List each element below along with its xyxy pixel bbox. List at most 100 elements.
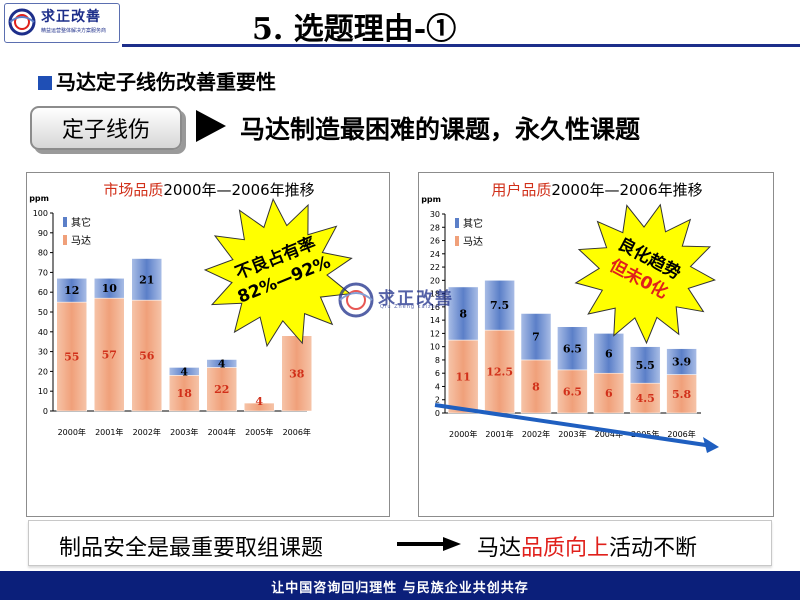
bar-motor [56,301,87,412]
logo-ring-icon [8,8,36,36]
long-arrow-right-icon [397,537,461,551]
headline: 马达制造最困难的课题，永久性课题 [240,115,641,144]
bar-label-other: 21 [139,273,154,286]
bar-other [666,348,697,375]
chart-title-rest: 2000年—2006年推移 [551,181,702,199]
bar-other [593,333,625,374]
bar-motor [520,359,552,414]
legend-label-other: 其它 [71,216,91,229]
callout-burst [574,203,716,345]
y-tick-label: 50 [38,308,48,317]
y-tick-label: 10 [430,343,440,352]
y-tick-label: 4 [435,382,440,391]
bar-label-motor: 11 [456,371,471,384]
bar-motor [169,375,200,412]
x-tick-label: 2002年 [133,427,161,437]
bar-other [56,278,87,303]
bar-label-other: 4 [218,357,226,370]
play-arrow-icon [196,110,226,142]
logo-name: 求正改善 [41,9,101,25]
x-tick-label: 2005年 [245,427,273,437]
bar-label-other: 8 [459,308,467,321]
y-unit-label: ppm [29,194,49,203]
bar-label-other: 6 [605,347,613,360]
y-tick-label: 2 [435,396,440,405]
legend-swatch-other [455,218,459,228]
section-title: 马达定子线伤改善重要性 [38,66,276,95]
y-tick-label: 90 [38,229,48,238]
bar-label-motor: 57 [102,349,117,362]
footer-bar: 让中国咨询回归理性 与民族企业共创共存 [0,571,800,600]
bar-other [629,346,661,384]
y-tick-label: 20 [38,367,48,376]
title-divider [122,44,800,47]
y-tick-label: 20 [430,276,440,285]
topic-tag: 定子线伤 [30,106,182,150]
bar-label-motor: 6 [605,387,613,400]
bar-label-motor: 12.5 [486,366,513,379]
banner-right-pre: 马达 [477,536,522,561]
bar-other [520,313,552,361]
x-tick-label: 2003年 [558,429,586,439]
y-tick-label: 8 [435,356,440,365]
bar-other [557,326,588,371]
bar-label-other: 6.5 [563,342,582,355]
bar-other [131,258,162,301]
y-tick-label: 70 [38,268,48,277]
banner-right-post: 活动不断 [609,536,698,561]
bar-label-other: 12 [64,284,79,297]
chart-title: 市场品质2000年—2006年推移 [103,181,314,199]
chart-title-highlight: 市场品质 [103,181,163,199]
conclusion-banner: 制品安全是最重要取组课题 马达品质向上活动不断 [28,520,772,566]
watermark-logo: 求正改善 Qiu Zheng kaizen [330,278,480,322]
bar-label-other: 7 [532,331,540,344]
x-tick-label: 2004年 [595,429,623,439]
x-tick-label: 2006年 [283,427,311,437]
market-quality-chart: 市场品质2000年—2006年推移 ppm 0 10 20 30 40 50 60 70 80 90 1… [26,172,390,517]
y-tick-label: 28 [430,223,440,232]
chart-title-highlight: 用户品质 [491,181,551,199]
watermark-ring-icon [338,282,374,318]
bar-label-motor: 18 [177,387,193,400]
bar-motor [94,297,125,412]
y-tick-label: 0 [43,407,48,416]
y-tick-label: 12 [430,329,440,338]
y-tick-label: 18 [430,290,440,299]
logo-tagline: 精益运营整体解决方案服务商 [41,28,107,34]
y-tick-label: 30 [38,348,48,357]
y-tick-label: 16 [430,303,440,312]
y-tick-label: 100 [33,209,48,218]
bar-other [94,278,125,299]
y-tick-label: 0 [435,409,440,418]
bar-label-other: 10 [102,282,118,295]
page-title: 5. 选题理由-① [252,12,457,47]
company-logo: 求正改善 精益运营整体解决方案服务商 [4,3,120,43]
x-tick-label: 2000年 [449,429,477,439]
y-tick-label: 60 [38,288,48,297]
user-quality-chart-svg: 用户品质2000年—2006年推移ppm02468101214161820222… [421,181,719,453]
topic-tag-label: 定子线伤 [61,118,150,143]
bar-label-other: 7.5 [490,299,509,312]
chart-title-rest: 2000年—2006年推移 [163,181,314,199]
bar-motor [557,369,588,414]
bar-label-motor: 55 [64,351,79,364]
bar-label-motor: 56 [139,350,155,363]
user-quality-chart: 用户品质2000年—2006年推移 ppm 0 2 4 6 8 10 12 14 16 18 20 22 2… [418,172,774,517]
market-quality-chart-svg: 市场品质2000年—2006年推移 ppm 0 10 20 30 40 50 60 70 80 90 1… [29,181,353,437]
bar-label-motor: 4 [255,395,263,408]
y-tick-label: 30 [430,210,440,219]
x-tick-label: 2004年 [208,427,236,437]
banner-left-text: 制品安全是最重要取组课题 [59,536,324,561]
bar-motor [131,299,162,412]
y-tick-label: 80 [38,249,48,258]
y-tick-label: 40 [38,328,48,337]
x-tick-label: 2002年 [522,429,550,439]
x-tick-label: 2000年 [58,427,86,437]
bar-label-other: 5.5 [636,359,655,372]
banner-right-text: 马达品质向上活动不断 [477,530,697,562]
legend-label-motor: 马达 [71,235,91,247]
y-tick-label: 22 [430,263,440,272]
legend-swatch-motor [63,235,67,245]
x-tick-label: 2003年 [170,427,198,437]
bar-label-motor: 4.5 [636,392,655,405]
